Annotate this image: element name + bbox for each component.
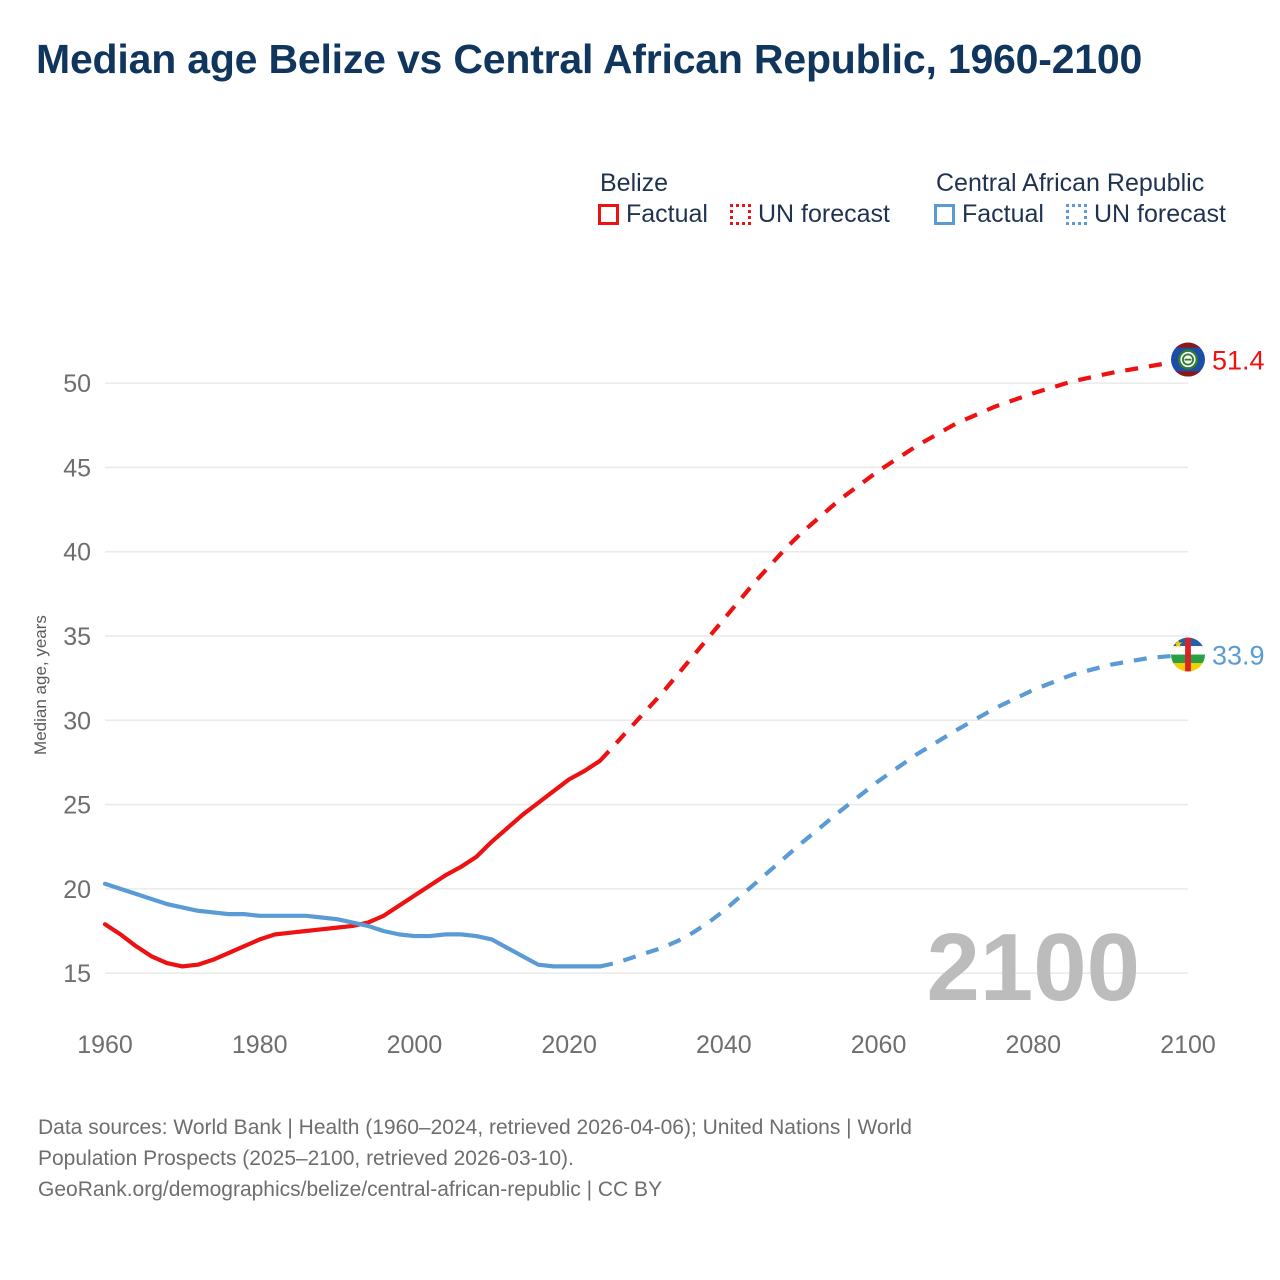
svg-text:2060: 2060 <box>851 1031 907 1055</box>
legend-group-belize: Belize Factual UN forecast <box>598 169 934 228</box>
dotted-line-swatch-icon <box>1065 203 1087 225</box>
legend-group-central-african-republic: Central African Republic Factual UN fore… <box>934 169 1258 228</box>
legend-item-belize-factual[interactable]: Factual <box>598 199 708 228</box>
svg-text:1980: 1980 <box>232 1031 288 1055</box>
footer-line-1: Data sources: World Bank | Health (1960–… <box>38 1116 912 1139</box>
legend-item-label: Factual <box>626 199 708 228</box>
car-end-value-label: 33.9 <box>1212 641 1265 671</box>
svg-text:40: 40 <box>63 539 91 567</box>
central-african-republic-flag-marker <box>1171 637 1205 672</box>
svg-text:25: 25 <box>63 792 91 820</box>
year-watermark: 2100 <box>926 914 1140 1021</box>
legend-row-car: Factual UN forecast <box>934 199 1258 228</box>
legend-item-label: UN forecast <box>757 199 890 228</box>
svg-text:2080: 2080 <box>1005 1031 1061 1055</box>
svg-text:20: 20 <box>63 876 91 904</box>
legend-item-car-factual[interactable]: Factual <box>934 199 1044 228</box>
svg-text:30: 30 <box>63 707 91 735</box>
solid-line-swatch-icon <box>934 203 955 225</box>
chart-plot-area: 15 20 25 30 35 40 45 50 1960 1980 2000 2020 2040 206… <box>0 255 1280 1055</box>
legend-item-belize-forecast[interactable]: UN forecast <box>729 199 890 228</box>
belize-end-value-label: 51.4 <box>1212 346 1265 376</box>
svg-text:2020: 2020 <box>541 1031 597 1055</box>
belize-flag-marker <box>1171 342 1205 377</box>
svg-text:2000: 2000 <box>387 1031 443 1055</box>
chart-footer: Data sources: World Bank | Health (1960–… <box>38 1112 1198 1205</box>
legend-country-belize: Belize <box>600 169 669 197</box>
svg-text:1960: 1960 <box>77 1031 133 1055</box>
legend-row-belize: Factual UN forecast <box>598 199 934 228</box>
footer-line-3: GeoRank.org/demographics/belize/central-… <box>38 1178 663 1202</box>
svg-text:2100: 2100 <box>1160 1031 1216 1055</box>
footer-line-2: Population Prospects (2025–2100, retriev… <box>38 1147 574 1171</box>
chart-legend: Belize Factual UN forecast Central Afric… <box>598 169 1258 228</box>
y-axis-title: Median age, years <box>31 615 50 755</box>
endpoint-markers: 51.4 33.9 <box>1171 342 1265 672</box>
legend-item-label: UN forecast <box>1093 199 1226 228</box>
svg-text:15: 15 <box>63 960 91 988</box>
x-axis-ticks: 1960 1980 2000 2020 2040 2060 2080 2100 <box>77 1031 1216 1055</box>
legend-country-car: Central African Republic <box>936 169 1205 197</box>
line-chart-svg: 15 20 25 30 35 40 45 50 1960 1980 2000 2020 2040 206… <box>31 342 1265 1055</box>
legend-item-car-forecast[interactable]: UN forecast <box>1065 199 1226 228</box>
gridlines <box>105 382 1188 974</box>
page-title: Median age Belize vs Central African Rep… <box>36 36 1143 82</box>
solid-line-swatch-icon <box>598 203 619 225</box>
svg-text:45: 45 <box>63 454 91 482</box>
dotted-line-swatch-icon <box>729 203 751 225</box>
svg-text:2040: 2040 <box>696 1031 752 1055</box>
svg-text:50: 50 <box>63 370 91 398</box>
data-series <box>102 357 1189 969</box>
svg-text:35: 35 <box>63 623 91 651</box>
y-axis-ticks: 15 20 25 30 35 40 45 50 <box>63 370 91 988</box>
legend-item-label: Factual <box>962 199 1044 228</box>
